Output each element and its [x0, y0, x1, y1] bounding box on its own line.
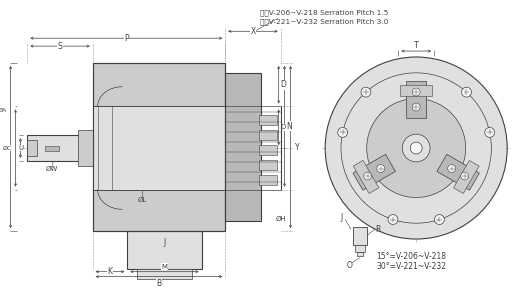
Polygon shape [353, 154, 396, 190]
Bar [78, 130, 93, 166]
Bar [93, 106, 225, 190]
Text: R: R [375, 225, 380, 234]
Circle shape [388, 214, 398, 224]
Text: J: J [341, 213, 343, 222]
Circle shape [412, 88, 420, 96]
Text: B: B [156, 279, 161, 288]
Circle shape [377, 164, 385, 172]
Circle shape [448, 164, 456, 172]
Bar [259, 116, 277, 125]
Text: P: P [124, 34, 129, 43]
Text: O: O [281, 124, 286, 130]
Bar [259, 160, 277, 170]
Text: N: N [287, 122, 292, 131]
Bar [259, 145, 277, 155]
Text: ØL: ØL [137, 196, 147, 202]
Bar [137, 269, 191, 279]
Bar [27, 135, 93, 161]
Circle shape [412, 103, 420, 111]
Bar [127, 231, 201, 269]
Text: 15°=V-206~V-218: 15°=V-206~V-218 [377, 252, 447, 261]
Text: K: K [107, 267, 113, 276]
Circle shape [402, 134, 430, 162]
Polygon shape [406, 81, 426, 118]
Bar [357, 252, 363, 256]
Bar [353, 227, 367, 245]
Polygon shape [400, 85, 432, 96]
Circle shape [485, 128, 494, 137]
Circle shape [434, 214, 444, 224]
Text: U: U [18, 145, 23, 151]
Polygon shape [93, 63, 225, 231]
Text: ØA: ØA [0, 107, 7, 112]
Text: O: O [347, 261, 353, 270]
Text: T: T [414, 40, 419, 50]
Text: J: J [163, 238, 166, 247]
Circle shape [367, 99, 466, 197]
Text: M: M [161, 264, 167, 270]
Text: Y: Y [295, 142, 300, 152]
Circle shape [461, 172, 469, 180]
Bar [225, 73, 261, 221]
Polygon shape [353, 160, 379, 194]
Text: X: X [250, 27, 256, 36]
Polygon shape [437, 154, 479, 190]
Circle shape [361, 87, 371, 97]
Text: 排屑V-221~V-232 Serration Pitch 3.0: 排屑V-221~V-232 Serration Pitch 3.0 [260, 18, 388, 25]
Text: S: S [58, 42, 63, 51]
Text: ØW: ØW [46, 166, 58, 172]
Text: ØH: ØH [275, 216, 286, 222]
Circle shape [338, 128, 348, 137]
Circle shape [325, 57, 507, 239]
Circle shape [410, 142, 422, 154]
Bar [259, 130, 277, 140]
Text: 排屑V-206~V-218 Serration Pitch 1.5: 排屑V-206~V-218 Serration Pitch 1.5 [260, 10, 388, 16]
Bar [45, 146, 59, 151]
Text: ØC: ØC [3, 146, 12, 151]
Polygon shape [453, 160, 479, 194]
Bar [259, 175, 277, 184]
Circle shape [461, 87, 471, 97]
Circle shape [364, 172, 372, 180]
Text: 30°=V-221~V-232: 30°=V-221~V-232 [377, 262, 447, 271]
Bar [355, 245, 365, 252]
Bar [27, 140, 37, 156]
Text: D: D [281, 80, 287, 89]
